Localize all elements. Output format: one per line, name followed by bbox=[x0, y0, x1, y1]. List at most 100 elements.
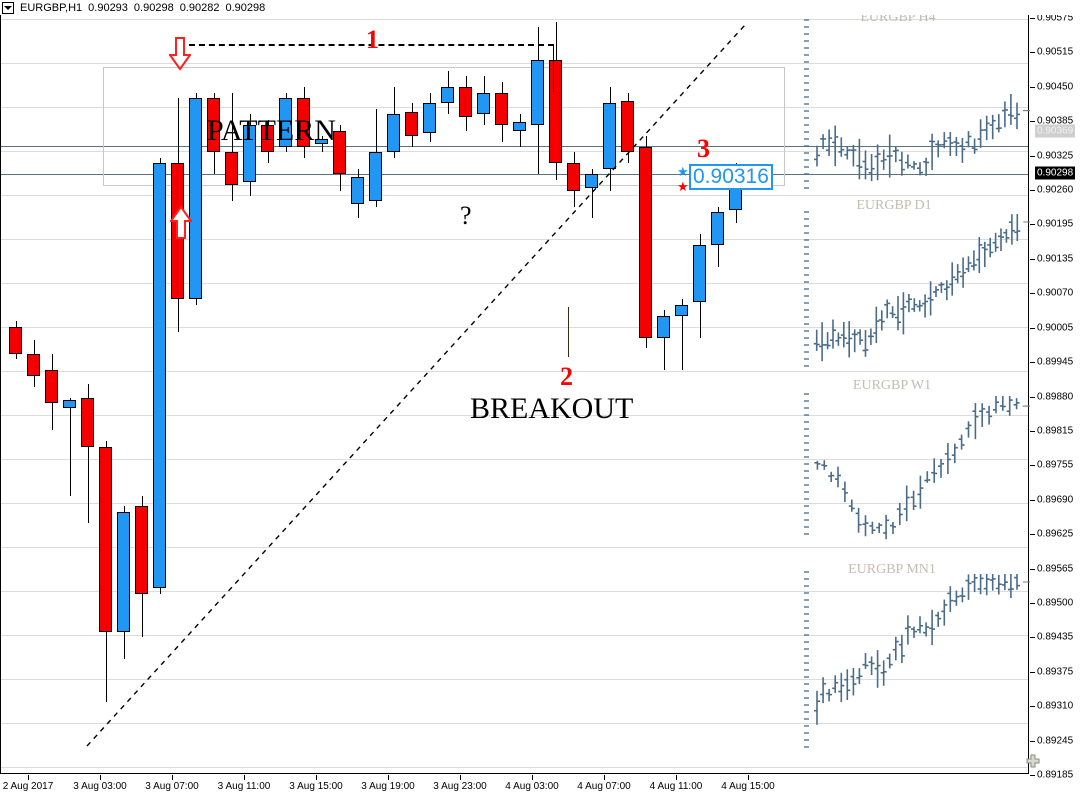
price-axis-tick bbox=[1030, 569, 1035, 570]
price-axis-label: 0.89245 bbox=[1037, 735, 1074, 747]
time-axis-tick bbox=[532, 775, 533, 780]
quote-open: 0.90293 bbox=[88, 1, 128, 14]
candle-body bbox=[495, 92, 508, 126]
price-axis-tick bbox=[1030, 465, 1035, 466]
price-axis-tick bbox=[1030, 534, 1035, 535]
price-axis[interactable]: 0.90575 0.90515 0.90450 0.90385 0.90325 0.902… bbox=[1030, 12, 1087, 781]
price-axis-tick bbox=[1030, 121, 1035, 122]
price-axis-label: 0.90385 bbox=[1037, 115, 1074, 127]
breakout-leader-line bbox=[568, 307, 569, 357]
candle-body bbox=[63, 400, 76, 409]
price-axis-tick bbox=[1030, 18, 1035, 19]
main-price-chart[interactable]: 1 PATTERN ? 2 BREAKOUT 3 ★ ★ 0.90316 bbox=[0, 14, 1029, 774]
time-axis-tick bbox=[748, 775, 749, 780]
candle-body bbox=[153, 163, 166, 589]
annotation-question-mark: ? bbox=[460, 201, 472, 230]
price-axis-label: 0.90515 bbox=[1037, 46, 1074, 58]
gridline bbox=[1, 767, 1028, 768]
candle-body bbox=[387, 114, 400, 153]
price-axis-tick bbox=[1030, 431, 1035, 432]
price-tooltip-box[interactable]: 0.90316 bbox=[689, 164, 773, 190]
arrow-up-icon bbox=[169, 205, 193, 244]
time-axis-tick bbox=[460, 775, 461, 780]
mini-chart-d1[interactable] bbox=[790, 200, 1030, 378]
candle-wick bbox=[70, 397, 71, 496]
annotation-marker-1: 1 bbox=[366, 25, 379, 54]
candle-body bbox=[549, 59, 562, 164]
candle-body bbox=[405, 111, 418, 137]
candle-body bbox=[657, 315, 670, 338]
price-axis-label: 0.89435 bbox=[1037, 631, 1074, 643]
price-axis-tick bbox=[1030, 224, 1035, 225]
mini-chart-bars bbox=[804, 19, 1030, 189]
time-axis-label: 4 Aug 11:00 bbox=[649, 781, 703, 792]
mini-chart-title-w1: EURGBP W1 bbox=[852, 378, 932, 393]
annotation-marker-2: 2 bbox=[560, 362, 573, 391]
time-axis-tick bbox=[100, 775, 101, 780]
candle-body bbox=[675, 304, 688, 316]
candle-body bbox=[621, 100, 634, 153]
time-axis-tick bbox=[676, 775, 677, 780]
chevron-down-icon[interactable] bbox=[2, 1, 14, 14]
gridline bbox=[1, 19, 1028, 20]
candle-body bbox=[81, 397, 94, 447]
price-axis-label: 0.90325 bbox=[1037, 150, 1074, 162]
candle-body bbox=[711, 212, 724, 245]
time-axis-label: 3 Aug 19:00 bbox=[361, 781, 415, 792]
star-icon-red: ★ bbox=[677, 179, 689, 194]
time-axis-label: 3 Aug 07:00 bbox=[145, 781, 199, 792]
price-axis-label: 0.90575 bbox=[1037, 12, 1074, 24]
candle-body bbox=[189, 97, 202, 300]
price-axis-tick bbox=[1030, 775, 1035, 776]
mini-chart-mn1[interactable] bbox=[790, 560, 1030, 760]
star-icon-blue: ★ bbox=[677, 164, 689, 179]
mini-chart-w1[interactable] bbox=[790, 382, 1030, 548]
price-axis-label: 0.89880 bbox=[1037, 391, 1074, 403]
price-axis-label: 0.89375 bbox=[1037, 666, 1074, 678]
crosshair-icon[interactable] bbox=[1026, 754, 1040, 768]
price-axis-label: 0.89185 bbox=[1037, 769, 1074, 781]
time-axis-tick bbox=[244, 775, 245, 780]
price-axis-highlight-gray: 0.90369 bbox=[1035, 124, 1076, 138]
time-axis-label: 2 Aug 2017 bbox=[2, 781, 54, 792]
price-axis-tick bbox=[1030, 190, 1035, 191]
pattern-right-vertical-line bbox=[553, 44, 554, 92]
arrow-down-icon bbox=[168, 37, 192, 76]
annotation-pattern-label: PATTERN bbox=[207, 114, 336, 147]
price-axis-tick bbox=[1030, 637, 1035, 638]
mini-chart-bars bbox=[804, 571, 1030, 748]
candle-body bbox=[513, 122, 526, 131]
mini-chart-h4[interactable] bbox=[790, 8, 1030, 196]
price-axis-tick bbox=[1030, 87, 1035, 88]
price-axis-label: 0.89310 bbox=[1037, 700, 1074, 712]
price-axis-tick bbox=[1030, 328, 1035, 329]
price-axis-label: 0.90450 bbox=[1037, 81, 1074, 93]
price-axis-tick bbox=[1030, 156, 1035, 157]
price-axis-label: 0.89755 bbox=[1037, 459, 1074, 471]
candle-body bbox=[585, 174, 598, 188]
candle-body bbox=[351, 176, 364, 205]
candle-body bbox=[441, 87, 454, 104]
candle-body bbox=[423, 103, 436, 134]
price-axis-label: 0.89565 bbox=[1037, 563, 1074, 575]
price-axis-label: 0.90070 bbox=[1037, 287, 1074, 299]
candle-wick bbox=[520, 114, 521, 147]
time-axis-tick bbox=[316, 775, 317, 780]
price-axis-tick bbox=[1030, 603, 1035, 604]
price-axis-label: 0.89625 bbox=[1037, 528, 1074, 540]
time-axis[interactable]: 2 Aug 2017 3 Aug 03:00 3 Aug 07:00 3 Aug 11… bbox=[0, 775, 1029, 800]
candle-body bbox=[369, 152, 382, 202]
time-axis-tick bbox=[388, 775, 389, 780]
mini-chart-bars bbox=[804, 211, 1030, 367]
price-axis-label: 0.89815 bbox=[1037, 425, 1074, 437]
price-axis-tick bbox=[1030, 293, 1035, 294]
candle-body bbox=[135, 506, 148, 594]
price-axis-label: 0.90260 bbox=[1037, 184, 1074, 196]
price-axis-tick bbox=[1030, 741, 1035, 742]
quote-low: 0.90282 bbox=[179, 1, 220, 14]
candle-body bbox=[639, 146, 652, 338]
time-axis-label: 4 Aug 07:00 bbox=[577, 781, 631, 792]
price-axis-tick bbox=[1030, 672, 1035, 673]
candle-body bbox=[117, 511, 130, 632]
candle-body bbox=[99, 446, 112, 632]
